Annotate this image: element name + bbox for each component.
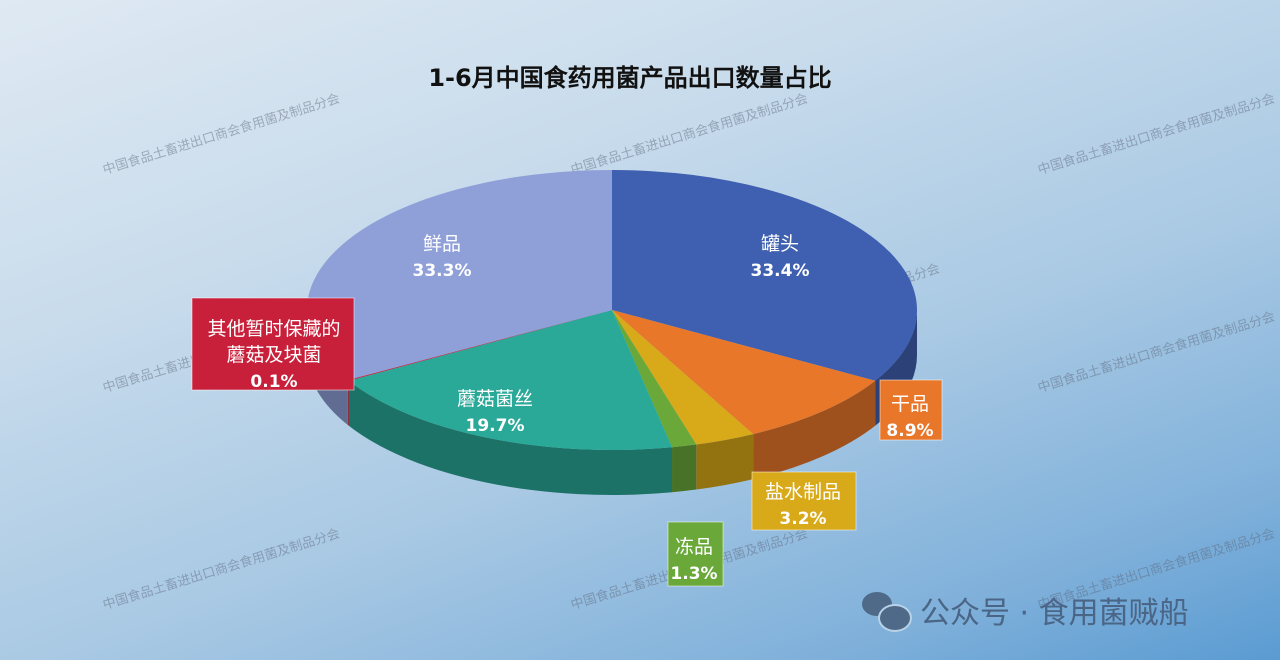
slice-label: 冻品 <box>675 536 713 558</box>
pie-slice <box>612 310 697 448</box>
pie-slice <box>612 310 754 445</box>
pie-slice-side <box>348 380 673 495</box>
slice-value-label: 19.7% <box>466 416 525 436</box>
data-label-box <box>667 521 724 587</box>
slice-label: 罐头 <box>761 233 799 255</box>
pie-slice <box>347 310 612 381</box>
slice-value-label: 33.3% <box>413 261 472 281</box>
slice-label: 干品 <box>891 393 929 415</box>
slice-value-label: 8.9% <box>886 421 933 441</box>
slice-value-label: 1.3% <box>670 564 717 584</box>
wechat-icon <box>862 592 912 632</box>
slice-label: 鲜品 <box>423 233 461 255</box>
chart-title: 1-6月中国食药用菌产品出口数量占比 <box>428 64 832 92</box>
slice-value-label: 3.2% <box>779 509 826 529</box>
pie-slice <box>348 310 673 450</box>
footer-text: 公众号 · 食用菌贼船 <box>920 596 1189 631</box>
pie-slice-side <box>347 380 349 426</box>
data-label-box <box>879 379 943 441</box>
footer: 公众号 · 食用菌贼船 <box>862 588 1189 632</box>
slice-value-label: 33.4% <box>751 261 810 281</box>
pie-slice-side <box>753 380 876 480</box>
data-label-box <box>191 297 355 391</box>
slice-value-label: 0.1% <box>250 372 297 392</box>
slice-label: 蘑菇菌丝 <box>457 388 533 410</box>
slice-label: 其他暂时保藏的 <box>207 318 340 340</box>
pie-slice <box>612 170 918 381</box>
slice-label: 蘑菇及块菌 <box>226 344 321 366</box>
data-label-box <box>751 471 857 531</box>
pie-slice <box>306 170 612 380</box>
pie-slice-side <box>696 434 754 490</box>
slice-label: 盐水制品 <box>765 481 841 503</box>
pie-slice-side <box>672 444 697 493</box>
pie-slice <box>612 310 876 435</box>
